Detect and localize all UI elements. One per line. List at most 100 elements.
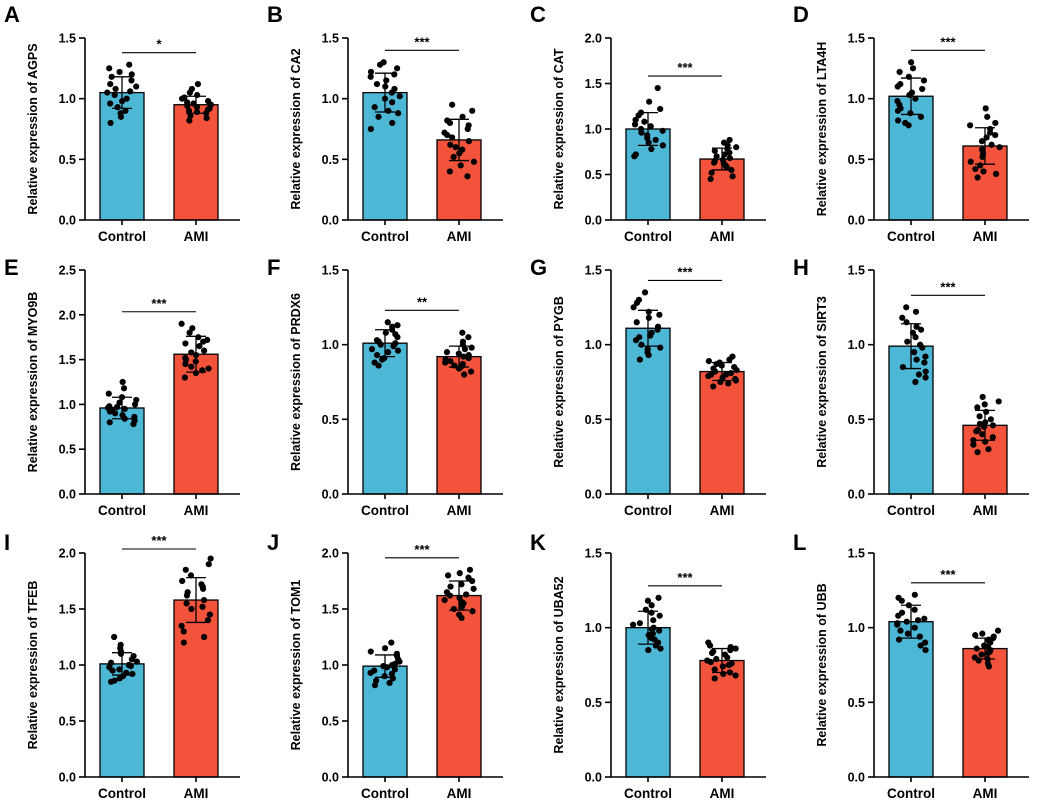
data-point (895, 636, 903, 643)
data-point (205, 561, 212, 568)
data-point (129, 670, 136, 678)
data-point (203, 114, 210, 122)
data-point (912, 308, 920, 315)
data-point (112, 85, 119, 93)
data-point (646, 98, 653, 105)
y-axis-label: Relative expression of PRDX6 (289, 293, 303, 471)
x-category-label: Control (624, 229, 672, 244)
data-point (469, 608, 476, 615)
data-point (648, 602, 655, 609)
x-category-label: Control (887, 229, 935, 244)
data-point (657, 645, 664, 652)
data-point (726, 136, 733, 144)
data-point (987, 416, 994, 423)
data-point (976, 413, 983, 420)
data-point (108, 73, 115, 80)
data-point (909, 65, 917, 72)
data-point (636, 356, 643, 363)
y-tick-label: 1.0 (322, 92, 339, 106)
data-point (180, 628, 187, 635)
data-point (922, 374, 929, 381)
y-tick-label: 1.5 (59, 353, 76, 367)
data-point (917, 113, 925, 120)
data-point (464, 173, 471, 180)
data-point (117, 650, 125, 657)
data-point (377, 341, 384, 348)
data-point (367, 648, 374, 655)
significance-label: *** (940, 567, 956, 582)
panel-letter: F (267, 255, 280, 280)
data-point (192, 369, 200, 377)
data-point (922, 368, 929, 375)
y-axis-label: Relative expression of LTA4H (815, 42, 829, 217)
data-point (710, 383, 717, 390)
data-point (111, 633, 118, 641)
data-point (705, 357, 712, 365)
data-point (633, 319, 640, 326)
data-point (447, 357, 454, 365)
data-point (450, 605, 458, 613)
data-point (903, 319, 910, 326)
data-point (126, 61, 133, 68)
data-point (972, 165, 979, 173)
data-point (920, 77, 928, 84)
data-point (966, 122, 974, 129)
data-point (707, 658, 714, 666)
data-point (127, 663, 134, 670)
data-point (638, 341, 645, 348)
y-tick-label: 1.5 (322, 603, 339, 617)
x-category-label: AMI (710, 786, 735, 800)
panel-d: D Relative expression of LTA4H 0.0 0.5 1.0 1.… (793, 2, 1029, 244)
y-axis-label: Relative expression of AGPS (26, 43, 40, 214)
data-point (911, 349, 918, 356)
y-tick-label: 0.0 (585, 488, 602, 502)
data-point (205, 365, 212, 372)
panel-letter: L (793, 530, 806, 555)
data-point (469, 107, 476, 114)
data-point (376, 61, 384, 68)
panel-c: C Relative expression of CAT 0.0 0.5 1.0 1.5 2… (530, 2, 766, 244)
data-point (383, 77, 390, 84)
data-point (106, 419, 113, 426)
data-point (726, 149, 733, 156)
data-point (443, 349, 451, 356)
data-point (194, 81, 202, 88)
data-point (656, 612, 663, 619)
data-point (914, 617, 922, 624)
y-tick-label: 0.0 (585, 214, 602, 228)
panel-letter: B (267, 2, 283, 27)
significance-label: *** (414, 542, 430, 557)
y-tick-label: 2.5 (59, 264, 76, 278)
data-point (984, 649, 992, 657)
data-point (393, 65, 401, 72)
panel-letter: I (4, 530, 10, 555)
data-point (921, 359, 928, 366)
data-point (447, 583, 454, 590)
y-tick-label: 0.5 (59, 153, 76, 167)
data-point (394, 334, 401, 341)
y-tick-label: 0.5 (585, 168, 602, 182)
data-point (195, 334, 202, 341)
bar-ami (699, 659, 745, 778)
x-category-label: Control (624, 503, 672, 518)
data-point (388, 639, 395, 646)
data-point (656, 311, 663, 318)
data-point (128, 71, 135, 78)
data-point (647, 332, 654, 339)
data-point (916, 633, 923, 640)
data-point (644, 597, 652, 604)
data-point (922, 646, 929, 654)
data-point (654, 84, 661, 92)
panel-letter: C (530, 2, 546, 27)
y-tick-label: 1.0 (848, 92, 865, 106)
y-tick-label: 1.5 (585, 264, 602, 278)
data-point (186, 329, 193, 336)
y-tick-label: 0.0 (585, 771, 602, 785)
data-point (178, 622, 185, 629)
data-point (915, 371, 923, 378)
data-point (133, 83, 140, 90)
y-tick-label: 0.5 (322, 153, 339, 167)
data-point (659, 127, 666, 134)
data-point (895, 612, 902, 619)
data-point (470, 585, 477, 592)
